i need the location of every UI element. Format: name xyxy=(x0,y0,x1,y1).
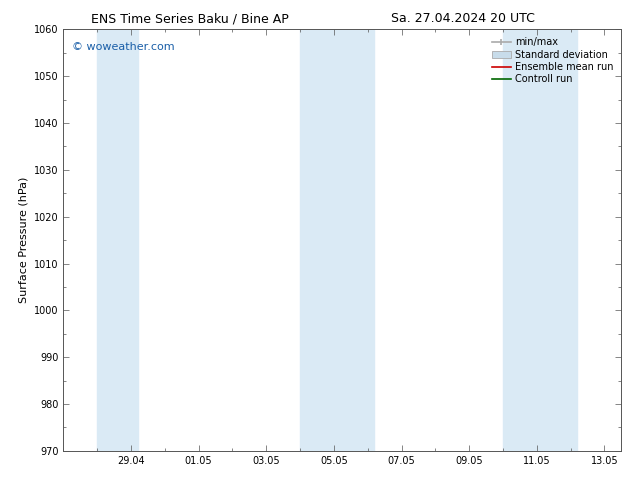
Bar xyxy=(300,29,375,451)
Text: © woweather.com: © woweather.com xyxy=(72,42,174,52)
Text: Sa. 27.04.2024 20 UTC: Sa. 27.04.2024 20 UTC xyxy=(391,12,534,25)
Bar xyxy=(97,29,138,451)
Bar xyxy=(503,29,578,451)
Text: ENS Time Series Baku / Bine AP: ENS Time Series Baku / Bine AP xyxy=(91,12,289,25)
Legend: min/max, Standard deviation, Ensemble mean run, Controll run: min/max, Standard deviation, Ensemble me… xyxy=(489,34,616,87)
Y-axis label: Surface Pressure (hPa): Surface Pressure (hPa) xyxy=(18,177,29,303)
